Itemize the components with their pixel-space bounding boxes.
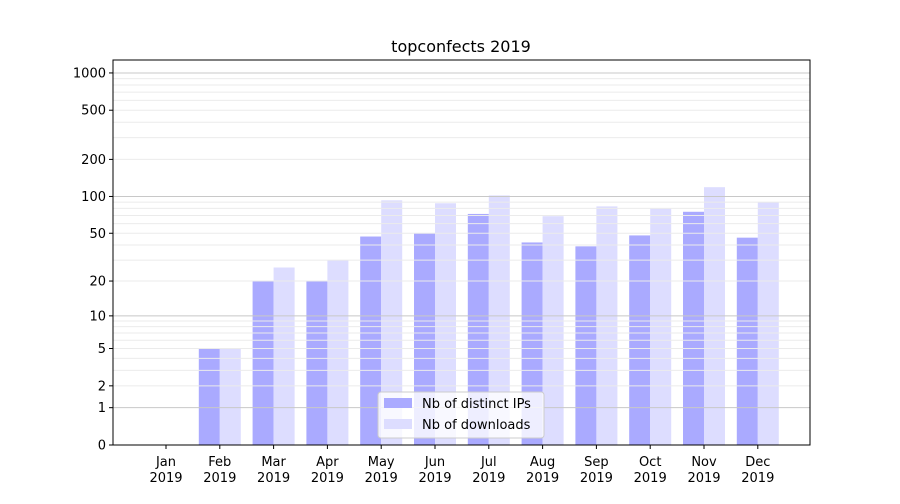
x-tick-label: 2019 <box>526 471 559 486</box>
legend-label-downloads: Nb of downloads <box>422 418 531 433</box>
bar-downloads <box>219 348 241 445</box>
legend-swatch-downloads <box>384 419 412 429</box>
legend-swatch-ips <box>384 398 412 408</box>
x-tick-label: Nov <box>691 455 717 470</box>
x-tick-label: Jan <box>155 455 176 470</box>
plot-frame <box>112 59 811 446</box>
bars <box>198 187 779 445</box>
bar-ips <box>575 246 597 445</box>
y-tick-label: 5 <box>98 342 106 357</box>
bar-downloads <box>542 216 564 445</box>
chart-title: topconfects 2019 <box>391 37 531 56</box>
x-tick-label: 2019 <box>634 471 667 486</box>
x-tick-label: Apr <box>316 455 339 470</box>
y-axis: 0 1 2 5 10 20 50 100 200 500 1000 <box>73 66 113 454</box>
y-tick-label: 1000 <box>73 66 106 81</box>
y-tick-label: 20 <box>89 275 106 290</box>
x-tick-label: 2019 <box>580 471 613 486</box>
x-tick-label: Jun <box>424 455 445 470</box>
x-tick-label: Dec <box>745 455 770 470</box>
x-tick-label: 2019 <box>741 471 774 486</box>
x-tick-label: Aug <box>530 455 555 470</box>
bar-ips <box>198 348 220 445</box>
y-tick-label: 200 <box>81 153 106 168</box>
x-tick-label: Oct <box>639 455 661 470</box>
bar-ips <box>736 237 758 445</box>
y-tick-label: 100 <box>81 190 106 205</box>
x-tick-label: Feb <box>208 455 231 470</box>
bar-ips <box>306 281 328 445</box>
bar-ips <box>467 213 489 445</box>
y-tick-label: 50 <box>89 227 106 242</box>
legend: Nb of distinct IPs Nb of downloads <box>377 391 545 439</box>
x-axis: Jan2019Feb2019Mar2019Apr2019May2019Jun20… <box>149 445 774 486</box>
legend-label-ips: Nb of distinct IPs <box>422 397 531 412</box>
y-tick-label: 2 <box>98 379 106 394</box>
bar-ips <box>252 281 274 445</box>
x-tick-label: Mar <box>261 455 286 470</box>
bar-downloads <box>596 206 618 445</box>
x-tick-label: 2019 <box>472 471 505 486</box>
y-tick-label: 10 <box>89 309 106 324</box>
y-tick-label: 1 <box>98 401 106 416</box>
x-tick-label: 2019 <box>418 471 451 486</box>
x-tick-label: 2019 <box>149 471 182 486</box>
y-tick-label: 0 <box>98 439 106 454</box>
bar-downloads <box>757 202 779 445</box>
x-tick-label: 2019 <box>311 471 344 486</box>
bar-downloads <box>435 203 456 445</box>
bar-downloads <box>273 267 295 445</box>
bar-ips <box>683 211 704 445</box>
x-tick-label: May <box>368 455 395 470</box>
y-tick-label: 500 <box>81 104 106 119</box>
x-tick-label: 2019 <box>203 471 236 486</box>
legend-box <box>377 391 545 439</box>
x-tick-label: 2019 <box>365 471 398 486</box>
bar-ips <box>360 236 382 445</box>
x-tick-label: Sep <box>584 455 609 470</box>
bar-downloads <box>381 200 403 445</box>
bar-downloads <box>488 195 510 445</box>
x-tick-label: 2019 <box>687 471 720 486</box>
bar-downloads <box>327 260 349 445</box>
x-tick-label: 2019 <box>257 471 290 486</box>
x-tick-label: Jul <box>480 455 497 470</box>
